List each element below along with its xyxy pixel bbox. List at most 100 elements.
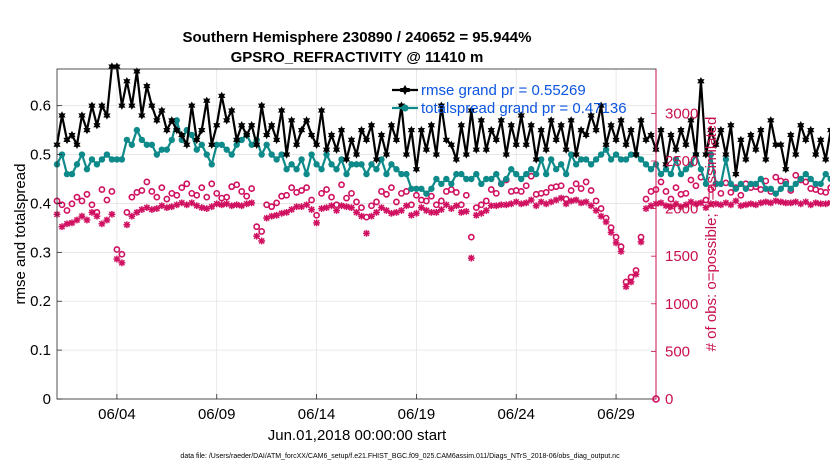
obs-possible-point <box>657 178 665 186</box>
rmse-point <box>737 135 745 145</box>
obs-assimilated-point <box>587 202 595 210</box>
totalspread-point <box>508 166 515 173</box>
totalspread-point <box>168 136 176 144</box>
rmse-point <box>98 101 106 110</box>
obs-assimilated-point <box>163 204 171 212</box>
obs-assimilated-point <box>113 255 121 263</box>
obs-possible-point <box>238 188 246 195</box>
obs-possible-point <box>358 204 365 212</box>
rmse-point <box>612 135 620 145</box>
totalspread-point <box>378 156 385 163</box>
rmse-point <box>482 145 490 154</box>
obs-possible-point <box>368 202 375 210</box>
rmse-point <box>397 101 406 110</box>
obs-assimilated-point <box>592 207 600 214</box>
obs-assimilated-point <box>368 212 375 220</box>
totalspread-point <box>498 180 505 188</box>
obs-possible-point <box>572 180 580 188</box>
rmse-point <box>457 121 465 130</box>
obs-possible-point <box>462 191 470 199</box>
obs-assimilated-point <box>432 208 440 216</box>
totalspread-point <box>73 161 81 168</box>
totalspread-point <box>138 136 146 144</box>
y-right-tick-label: 2000 <box>665 201 698 218</box>
totalspread-point <box>303 170 310 178</box>
totalspread-point <box>687 161 695 168</box>
obs-assimilated-point <box>727 201 735 209</box>
obs-assimilated-point <box>607 228 615 236</box>
obs-possible-point <box>687 176 695 184</box>
totalspread-point <box>577 156 585 163</box>
rmse-point <box>582 130 590 140</box>
totalspread-point <box>742 185 750 192</box>
totalspread-point <box>288 161 295 168</box>
obs-assimilated-point <box>378 204 385 212</box>
obs-possible-point <box>822 188 830 196</box>
totalspread-point <box>513 170 520 178</box>
totalspread-point <box>702 180 710 188</box>
totalspread-point <box>767 185 775 192</box>
obs-assimilated-point <box>73 216 81 224</box>
totalspread-point <box>118 156 126 163</box>
obs-possible-point <box>98 186 106 193</box>
totalspread-point <box>647 166 655 173</box>
obs-possible-point <box>63 207 71 214</box>
obs-assimilated-point <box>637 238 645 246</box>
rmse-point <box>802 135 810 145</box>
totalspread-point <box>323 151 330 158</box>
obs-assimilated-point <box>148 206 156 213</box>
rmse-point <box>442 135 450 145</box>
obs-assimilated-point <box>63 220 71 228</box>
totalspread-point <box>667 170 675 178</box>
rmse-point <box>727 121 735 130</box>
rmse-point <box>392 135 401 145</box>
rmse-point <box>138 111 146 120</box>
totalspread-point <box>448 180 455 188</box>
obs-assimilated-point <box>343 203 350 211</box>
totalspread-point <box>537 156 545 163</box>
obs-possible-point <box>522 182 530 190</box>
obs-possible-point <box>273 199 281 207</box>
obs-assimilated-point <box>757 199 765 207</box>
totalspread-point <box>203 151 210 158</box>
obs-possible-point <box>457 201 465 209</box>
obs-possible-point <box>243 192 251 200</box>
obs-possible-point <box>517 188 525 195</box>
totalspread-point <box>163 146 171 153</box>
rmse-point <box>352 150 361 159</box>
totalspread-point <box>238 136 245 144</box>
series-totalspread <box>53 117 830 197</box>
obs-possible-point <box>437 197 445 205</box>
rmse-point <box>697 77 705 86</box>
totalspread-point <box>552 166 560 173</box>
obs-possible-point <box>208 180 216 188</box>
obs-possible-point <box>58 201 66 209</box>
obs-possible-point <box>717 189 725 197</box>
totalspread-point <box>263 141 270 148</box>
totalspread-point <box>193 146 200 153</box>
obs-assimilated-point <box>457 208 465 216</box>
obs-assimilated-point <box>188 199 196 207</box>
rmse-point <box>148 101 156 110</box>
totalspread-point <box>797 175 804 183</box>
totalspread-point <box>83 166 91 173</box>
rmse-point <box>258 101 266 110</box>
obs-possible-point <box>587 187 595 194</box>
y-left-tick-label: 0.2 <box>30 293 51 310</box>
totalspread-point <box>93 161 101 168</box>
y-right-tick-label: 3000 <box>665 105 698 122</box>
totalspread-point <box>318 166 325 173</box>
obs-possible-point <box>303 184 310 192</box>
obs-possible-point <box>412 191 420 199</box>
obs-assimilated-point <box>667 203 675 211</box>
rmse-point <box>347 135 356 145</box>
rmse-point <box>407 125 416 135</box>
obs-possible-point <box>298 187 305 194</box>
obs-possible-point <box>567 187 575 194</box>
totalspread-point <box>562 170 570 178</box>
obs-possible-point <box>268 203 276 211</box>
totalspread-point <box>188 131 195 139</box>
obs-possible-point <box>477 201 485 209</box>
obs-assimilated-point <box>747 200 755 208</box>
obs-assimilated-point <box>827 199 830 207</box>
